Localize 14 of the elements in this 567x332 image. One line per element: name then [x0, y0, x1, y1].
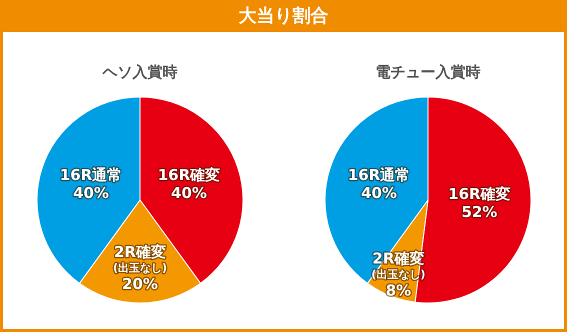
data-label: 8% — [386, 282, 412, 300]
data-label: 52% — [461, 203, 498, 222]
data-label: 20% — [122, 274, 158, 293]
text: 大当り割合 — [238, 6, 328, 26]
data-label: 40% — [361, 184, 397, 202]
slice-label: 16R通常 — [348, 166, 410, 184]
slice-label: 2R確変(出玉なし) — [112, 242, 168, 274]
slice-label: 16R確変 — [158, 166, 220, 184]
data-label: 40% — [73, 184, 109, 202]
slice-label: 16R確変 — [448, 185, 511, 204]
chart-title: 電チュー入賞時 — [376, 63, 480, 81]
slice-label: 16R通常 — [60, 166, 122, 184]
chart-title: ヘソ入賞時 — [102, 63, 178, 81]
data-label: 40% — [171, 184, 207, 202]
